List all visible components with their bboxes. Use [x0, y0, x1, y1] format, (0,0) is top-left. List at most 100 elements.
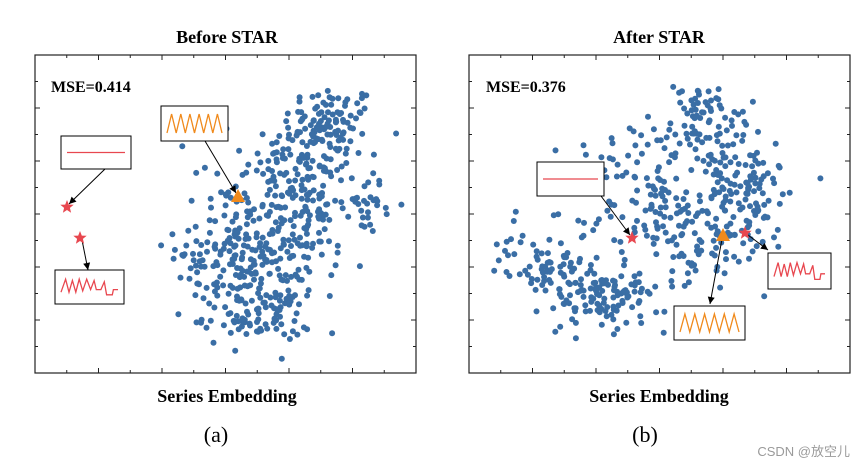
data-point	[335, 95, 342, 102]
data-point	[546, 259, 553, 265]
data-point	[382, 204, 389, 211]
data-point	[621, 262, 627, 269]
data-point	[250, 217, 257, 224]
data-point	[580, 232, 587, 239]
data-point	[544, 250, 551, 257]
data-point	[710, 237, 717, 244]
data-point	[720, 186, 727, 192]
inset-box	[160, 105, 229, 142]
data-point	[735, 161, 742, 167]
arrow-head	[623, 227, 630, 235]
data-point	[660, 329, 667, 336]
data-point	[638, 132, 645, 139]
data-point	[292, 177, 299, 184]
data-point	[292, 209, 298, 216]
data-point	[590, 227, 597, 234]
data-point	[661, 145, 668, 152]
data-point	[596, 309, 603, 316]
data-point	[245, 268, 252, 275]
star-marker	[60, 200, 74, 213]
data-point	[286, 131, 292, 138]
data-point	[303, 243, 310, 250]
data-point	[243, 221, 250, 228]
data-point	[365, 209, 371, 216]
data-point	[304, 292, 311, 299]
data-point	[266, 270, 273, 277]
data-point	[657, 204, 664, 211]
data-point	[755, 207, 762, 214]
data-point	[338, 163, 345, 170]
data-point	[259, 234, 266, 241]
data-point	[264, 325, 271, 332]
inset-series-line	[166, 113, 223, 134]
data-point	[348, 175, 355, 182]
data-point	[334, 147, 341, 154]
data-point	[229, 284, 236, 291]
data-point	[668, 152, 675, 159]
data-point	[759, 190, 766, 197]
data-point	[708, 195, 715, 202]
data-point	[277, 292, 284, 299]
data-point	[692, 106, 699, 113]
data-point	[310, 197, 316, 204]
data-point	[361, 105, 368, 112]
data-point	[278, 355, 285, 362]
data-point	[268, 302, 275, 309]
data-point	[291, 318, 298, 324]
data-point	[528, 280, 535, 287]
data-point	[239, 249, 246, 256]
data-point	[722, 207, 729, 214]
data-point	[722, 163, 729, 170]
watermark-text: CSDN @放空儿	[757, 444, 850, 459]
data-point	[548, 266, 555, 273]
data-point	[764, 170, 771, 177]
data-point	[749, 248, 756, 255]
data-point	[342, 102, 348, 109]
data-point	[661, 308, 668, 315]
data-point	[775, 243, 782, 250]
data-point	[359, 130, 366, 137]
data-point	[542, 263, 549, 270]
data-point	[266, 186, 273, 193]
data-point	[631, 282, 638, 289]
data-point	[755, 160, 762, 167]
data-point	[510, 218, 517, 224]
arrow-head	[69, 196, 77, 204]
data-point	[688, 167, 695, 173]
panel-before-star: Before STAR MSE=0.414 Series Embedding (…	[34, 27, 417, 447]
data-point	[749, 98, 756, 105]
data-point	[269, 168, 275, 174]
data-point	[753, 243, 760, 250]
data-point	[684, 202, 691, 209]
data-point	[669, 283, 676, 290]
data-point	[602, 308, 609, 314]
data-point	[187, 265, 194, 272]
data-point	[355, 150, 362, 156]
data-point	[739, 108, 746, 115]
data-point	[672, 131, 679, 138]
data-point	[610, 294, 617, 301]
data-point	[619, 214, 626, 221]
data-point	[530, 241, 537, 248]
data-point	[321, 226, 328, 233]
data-point	[636, 270, 643, 277]
data-point	[730, 214, 737, 220]
data-point	[329, 95, 336, 102]
star-marker	[738, 226, 752, 239]
data-point	[324, 87, 331, 94]
data-point	[303, 226, 310, 233]
data-point	[321, 114, 328, 121]
data-point	[652, 283, 659, 290]
data-point	[633, 199, 639, 206]
data-point	[326, 238, 332, 245]
data-point	[669, 268, 676, 275]
data-point	[367, 221, 374, 228]
arrow-head	[229, 185, 236, 193]
data-point	[239, 318, 246, 325]
x-axis-label: Series Embedding	[589, 386, 729, 406]
data-point	[285, 146, 292, 153]
data-point	[211, 243, 218, 250]
data-point	[502, 247, 508, 254]
data-point	[303, 264, 310, 271]
data-point	[369, 228, 376, 234]
